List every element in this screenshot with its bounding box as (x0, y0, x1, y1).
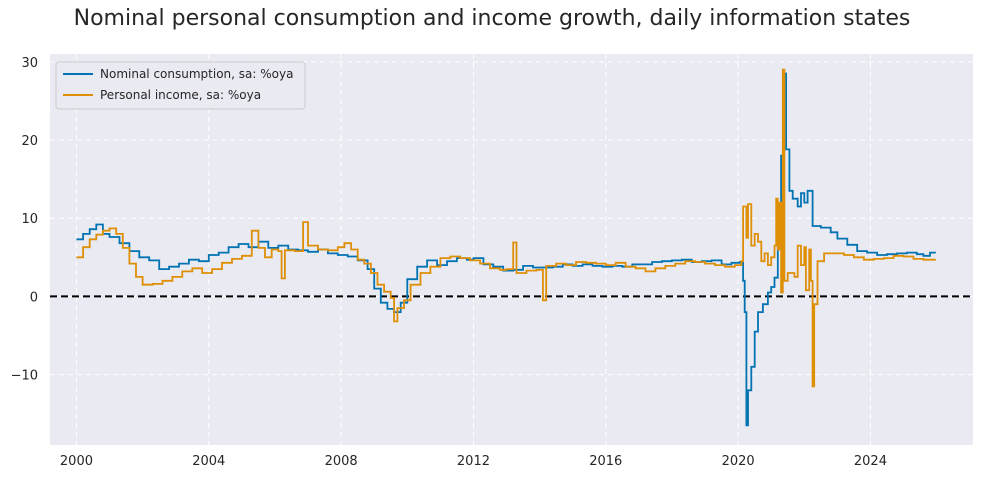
x-tick-label: 2016 (589, 454, 622, 469)
y-tick-label: 10 (21, 212, 38, 227)
series-lines (76, 68, 936, 427)
legend-label-consumption: Nominal consumption, sa: %oya (100, 67, 293, 81)
legend-label-income: Personal income, sa: %oya (100, 88, 261, 102)
y-tick-label: −10 (11, 369, 38, 384)
chart-title: Nominal personal consumption and income … (73, 6, 911, 31)
x-tick-label: 2000 (60, 454, 93, 469)
x-tick-label: 2024 (854, 454, 887, 469)
axis-ticks: 2000 2004 2008 2012 2016 2020 2024 −10 0 10 20 30 (11, 56, 887, 469)
income-line (76, 68, 936, 388)
y-tick-label: 20 (21, 134, 38, 149)
x-tick-label: 2008 (325, 454, 358, 469)
plot-area (50, 54, 973, 445)
x-tick-label: 2012 (457, 454, 490, 469)
legend: Nominal consumption, sa: %oya Personal i… (55, 61, 306, 110)
x-tick-label: 2020 (722, 454, 755, 469)
y-tick-label: 0 (30, 290, 38, 305)
x-tick-label: 2004 (192, 454, 225, 469)
legend-box (55, 61, 306, 110)
grid (50, 54, 973, 445)
y-tick-label: 30 (21, 56, 38, 71)
